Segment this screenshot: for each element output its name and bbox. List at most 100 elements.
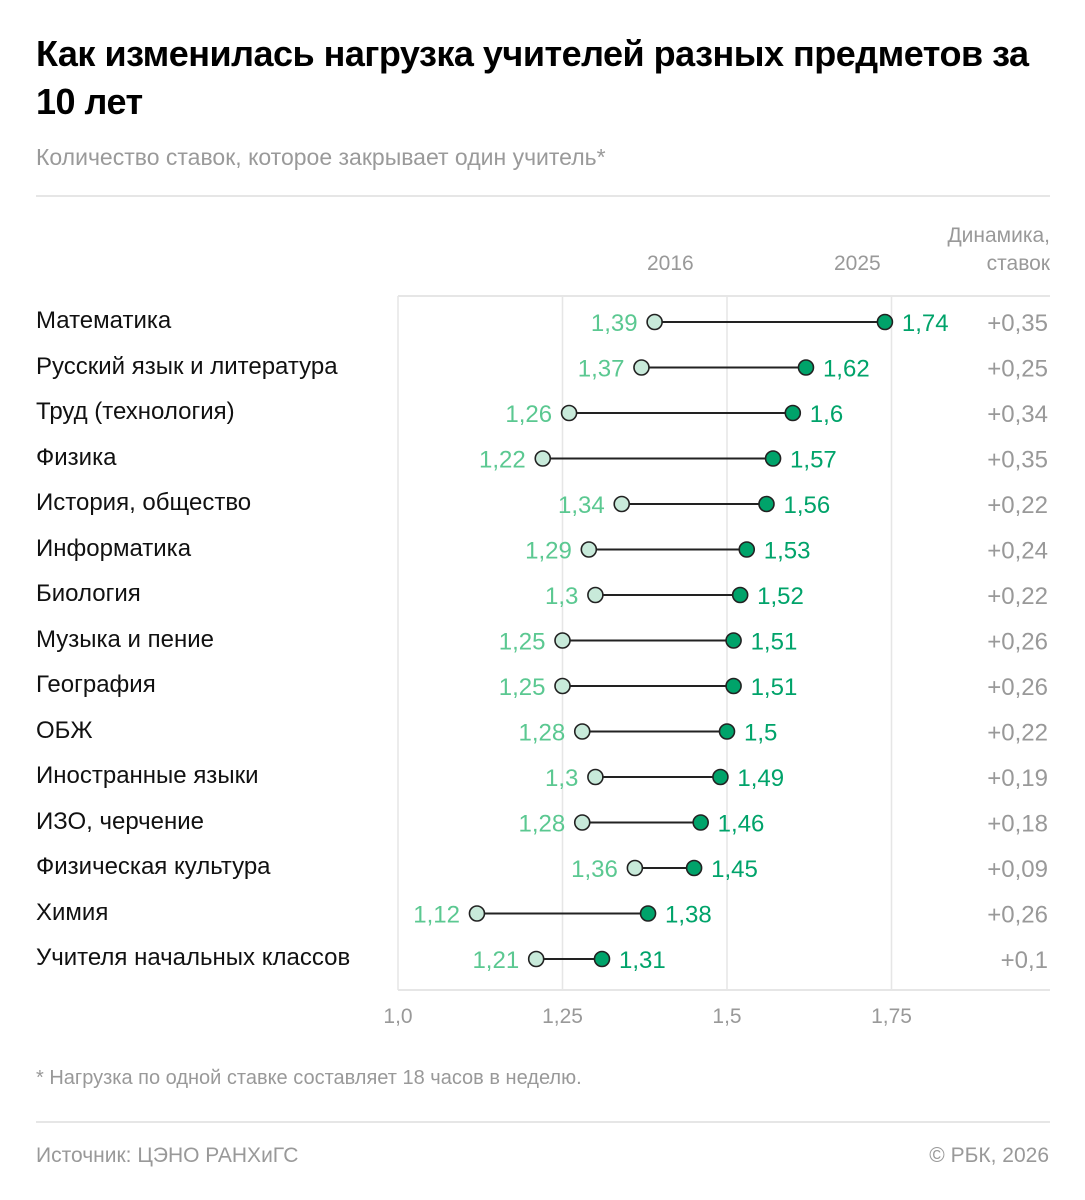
value-label-2025: 1,62 [823,356,870,383]
point-2025 [725,632,742,649]
delta-label: +0,35 [987,310,1048,337]
point-2025 [876,313,894,331]
category-label: Учителя начальных классов [36,944,351,971]
delta-label: +0,22 [987,720,1048,747]
delta-label: +0,24 [987,538,1048,565]
point-2016 [527,950,545,968]
category-label: Биология [36,580,141,607]
category-label: История, общество [36,489,252,516]
delta-label: +0,26 [987,902,1048,929]
value-label-2016: 1,22 [479,447,526,474]
source: Источник: ЦЭНО РАНХиГС [36,1144,299,1167]
delta-label: +0,34 [987,401,1048,428]
category-label: Иностранные языки [36,762,259,789]
value-label-2016: 1,29 [525,538,572,565]
category-label: ИЗО, черчение [36,807,205,835]
value-label-2025: 1,6 [810,401,843,428]
delta-label: +0,22 [987,583,1048,610]
category-label: Физика [36,443,117,471]
value-label-2016: 1,39 [591,310,638,337]
point-2025 [784,404,802,422]
delta-label: +0,25 [987,356,1048,383]
divider-bottom [36,1121,1050,1123]
chart-title: Как изменилась нагрузка учителей разных … [36,33,1029,122]
divider-top [36,195,1050,197]
value-label-2025: 1,57 [790,447,837,474]
category-label: ОБЖ [36,716,93,744]
point-2025 [731,586,749,604]
value-label-2016: 1,28 [519,720,566,747]
x-tick-label: 1,25 [542,1005,583,1028]
delta-label: +0,1 [1001,947,1048,974]
value-label-2016: 1,12 [413,902,460,929]
point-2025 [718,723,736,740]
value-label-2016: 1,21 [472,947,519,974]
point-2016 [573,723,591,740]
point-2016 [554,677,571,695]
value-label-2025: 1,49 [737,765,784,792]
chart-subtitle: Количество ставок, которое закрывает оди… [36,144,606,170]
point-2016 [633,359,650,376]
point-2016 [468,905,486,922]
delta-label: +0,09 [987,856,1048,883]
point-2025 [738,541,756,558]
category-label: Физическая культура [36,853,271,880]
value-label-2025: 1,46 [718,811,765,838]
value-label-2016: 1,28 [519,811,566,838]
point-2025 [639,905,657,922]
point-2016 [587,768,604,786]
value-label-2025: 1,52 [757,583,804,610]
point-2016 [573,814,591,831]
point-2025 [593,950,611,968]
point-2016 [580,541,598,558]
value-label-2016: 1,34 [558,492,605,519]
value-label-2016: 1,3 [545,765,578,792]
point-2025 [685,859,703,877]
point-2016 [587,586,604,604]
value-label-2016: 1,37 [578,356,625,383]
delta-label: +0,18 [987,811,1048,838]
value-label-2025: 1,74 [902,310,949,337]
category-label: Русский язык и литература [36,352,338,380]
delta-label: +0,19 [987,765,1048,792]
point-2016 [534,450,552,467]
footnote: * Нагрузка по одной ставке составляет 18… [36,1067,582,1089]
header-2016: 2016 [647,252,694,275]
value-label-2016: 1,3 [545,583,578,610]
value-label-2025: 1,5 [744,720,777,747]
x-tick-label: 1,0 [383,1005,413,1028]
point-2016 [554,632,571,649]
point-2016 [626,859,644,877]
value-label-2016: 1,25 [499,629,546,656]
point-2016 [560,404,578,422]
value-label-2025: 1,51 [751,674,798,701]
category-label: Математика [36,307,172,334]
category-label: Труд (технология) [36,398,235,425]
delta-label: +0,22 [987,492,1048,519]
value-label-2025: 1,56 [783,492,830,519]
point-2025 [725,677,742,695]
value-label-2025: 1,31 [619,947,666,974]
value-label-2025: 1,38 [665,902,712,929]
point-2025 [758,495,775,513]
header-dynamics-line1: Динамика, [947,224,1050,247]
value-label-2016: 1,25 [499,674,546,701]
point-2025 [797,359,815,376]
header-2025: 2025 [834,252,881,275]
category-label: Химия [36,898,109,926]
point-2016 [646,313,663,331]
point-2025 [764,450,782,467]
x-tick-label: 1,5 [712,1005,742,1028]
value-label-2016: 1,26 [505,401,552,428]
point-2016 [613,495,631,513]
value-label-2025: 1,45 [711,856,758,883]
category-label: Музыка и пение [36,625,214,653]
category-label: География [36,671,156,698]
point-2025 [712,768,729,786]
header-dynamics-line2: ставок [986,252,1050,275]
delta-label: +0,26 [987,674,1048,701]
category-label: Информатика [36,534,192,562]
point-2025 [692,814,709,831]
copyright: © РБК, 2026 [929,1144,1049,1167]
